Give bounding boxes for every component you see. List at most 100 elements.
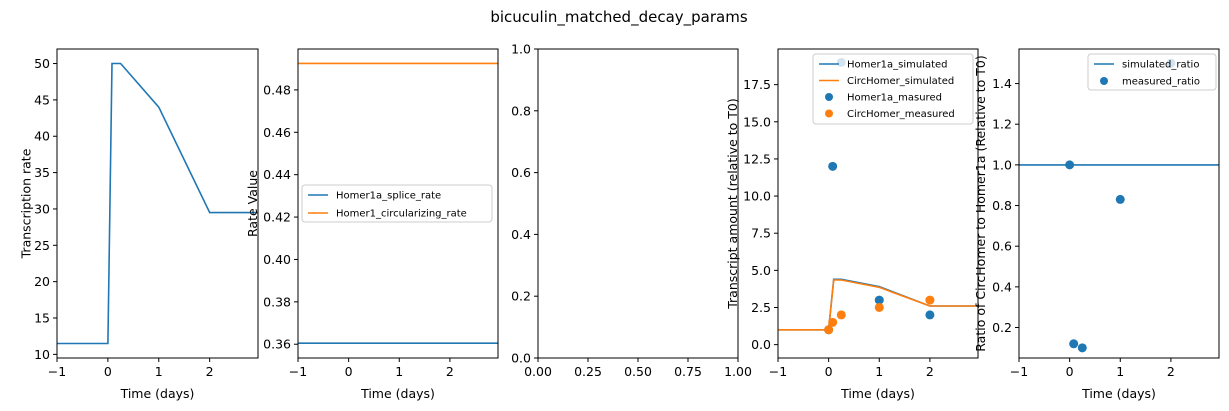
- legend-entry: Homer1a_masured: [847, 93, 942, 104]
- x-tick-label: 2: [446, 364, 454, 379]
- x-tick-label: −1: [48, 364, 66, 379]
- x-tick-label: 1: [155, 364, 163, 379]
- y-tick-label: 5.0: [751, 263, 771, 278]
- plot-area: [298, 62, 498, 345]
- legend-entry: Homer1_circularizing_rate: [336, 209, 467, 220]
- data-point-CircHomer_measured: [925, 295, 935, 305]
- data-point-CircHomer_measured: [828, 317, 838, 327]
- y-tick-label: 0.0: [511, 351, 531, 366]
- y-tick-label: 12.5: [743, 151, 771, 166]
- y-tick-label: 35: [34, 165, 50, 180]
- x-axis-label: Time (days): [1081, 386, 1156, 401]
- legend-box: [812, 53, 974, 125]
- y-tick-label: 10: [34, 347, 50, 362]
- x-tick-label: −1: [289, 364, 307, 379]
- x-tick-label: 0.25: [574, 364, 602, 379]
- legend-box: [301, 184, 493, 223]
- x-tick-label: 1: [395, 364, 403, 379]
- y-tick-label: 25: [34, 238, 50, 253]
- y-axis-label: Rate Value: [245, 170, 260, 237]
- y-tick-label: 1.2: [992, 117, 1012, 132]
- y-axis-label: Transcript amount (relative to T0): [725, 98, 740, 310]
- x-tick-label: 0: [104, 364, 112, 379]
- y-axis-label: Transcription rate: [18, 148, 33, 259]
- y-tick-label: 0.2: [511, 289, 531, 304]
- y-axis-label: Ratio of CircHomer to Homer1a (Relative …: [973, 55, 988, 351]
- figure-title: bicuculin_matched_decay_params: [490, 8, 747, 27]
- data-point-measured_ratio: [1065, 160, 1075, 170]
- y-tick-label: 17.5: [743, 77, 771, 92]
- data-point-measured_ratio: [1069, 339, 1079, 349]
- y-tick-label: 15: [34, 311, 50, 326]
- y-tick-label: 0.48: [263, 82, 291, 97]
- y-tick-label: 10.0: [743, 189, 771, 204]
- y-tick-label: 30: [34, 201, 50, 216]
- legend-entry: measured_ratio: [1122, 77, 1200, 88]
- data-point-Homer1a_masured: [828, 161, 838, 171]
- legend-entry: Homer1a_simulated: [847, 60, 948, 71]
- x-axis-label: Time (days): [360, 386, 435, 401]
- data-point-CircHomer_measured: [874, 302, 884, 312]
- y-tick-label: 0.6: [511, 165, 531, 180]
- legend-box: [1087, 53, 1217, 91]
- y-tick-label: 0.4: [511, 227, 531, 242]
- y-tick-label: 0.8: [511, 103, 531, 118]
- y-tick-label: 50: [34, 56, 50, 71]
- data-point-Homer1a_masured: [925, 310, 935, 320]
- y-tick-label: 0.8: [992, 198, 1012, 213]
- legend-entry: CircHomer_simulated: [847, 76, 954, 87]
- x-tick-label: 0: [345, 364, 353, 379]
- y-tick-label: 1.0: [992, 157, 1012, 172]
- x-tick-label: 2: [926, 364, 934, 379]
- data-point-measured_ratio: [1115, 194, 1125, 204]
- legend-entry: simulated_ratio: [1122, 60, 1199, 71]
- axes-frame: [56, 48, 259, 359]
- legend-marker-swatch: [825, 93, 833, 101]
- y-tick-label: 0.2: [992, 320, 1012, 335]
- x-tick-label: 1.00: [724, 364, 752, 379]
- axes-frame: [297, 48, 499, 359]
- axes-frame: [1018, 48, 1220, 359]
- data-point-CircHomer_measured: [836, 310, 846, 320]
- x-tick-label: 2: [1167, 364, 1175, 379]
- y-tick-label: 1.0: [511, 42, 531, 57]
- y-tick-label: 0.4: [992, 279, 1012, 294]
- x-axis-label: Time (days): [840, 386, 915, 401]
- panel-2: −1 0 1 2 0.36 0.38 0.40 0.42 0.44 0.46 0.48 Time (d…: [245, 48, 499, 401]
- x-tick-label: 0.50: [624, 364, 652, 379]
- legend-entry: CircHomer_measured: [847, 109, 955, 120]
- legend-marker-swatch: [825, 109, 833, 118]
- x-tick-label: 1: [875, 364, 883, 379]
- series-line-transcription_rate: [57, 62, 258, 345]
- panel-3: 0.00 0.25 0.50 0.75 1.00 0.0 0.2 0.4 0.6 0.8 1.0: [511, 42, 752, 380]
- panel-5: −1 0 1 2 0.2 0.4 0.6 0.8 1.0 1.2 1.4 Time (days) Rat…: [973, 48, 1220, 401]
- y-tick-label: 0.38: [263, 294, 291, 309]
- data-point-CircHomer_measured: [824, 325, 834, 335]
- x-tick-label: 2: [206, 364, 214, 379]
- y-tick-label: 0.36: [263, 337, 291, 352]
- y-tick-label: 2.5: [751, 300, 771, 315]
- y-tick-label: 0.6: [992, 239, 1012, 254]
- legend: simulated_ratio measured_ratio: [1087, 53, 1217, 91]
- x-tick-label: −1: [1010, 364, 1028, 379]
- y-tick-label: 0.46: [263, 125, 291, 140]
- x-tick-label: 0: [825, 364, 833, 379]
- data-point-Homer1a_masured: [874, 295, 884, 305]
- y-tick-label: 0.42: [263, 210, 291, 225]
- legend-entry: Homer1a_splice_rate: [336, 191, 441, 202]
- legend: Homer1a_simulated CircHomer_simulated Home…: [812, 53, 974, 125]
- y-tick-label: 15.0: [743, 114, 771, 129]
- axes-frame: [777, 48, 979, 359]
- y-tick-label: 0.0: [751, 337, 771, 352]
- x-tick-label: 1: [1116, 364, 1124, 379]
- y-tick-label: 7.5: [751, 226, 771, 241]
- y-tick-label: 0.40: [263, 252, 291, 267]
- panel-1: −1 0 1 2 10 15 20 25 30 35 40 45 50 Time (days) Transc…: [18, 48, 259, 401]
- data-point-measured_ratio: [1077, 343, 1087, 353]
- plot-area: [1019, 58, 1219, 353]
- x-axis-label: Time (days): [120, 386, 195, 401]
- legend: Homer1a_splice_rate Homer1_circularizing_…: [301, 184, 493, 223]
- panel-4: −1 0 1 2 0.0 2.5 5.0 7.5 10.0 12.5 15.0 17.5 Time (d…: [725, 48, 979, 401]
